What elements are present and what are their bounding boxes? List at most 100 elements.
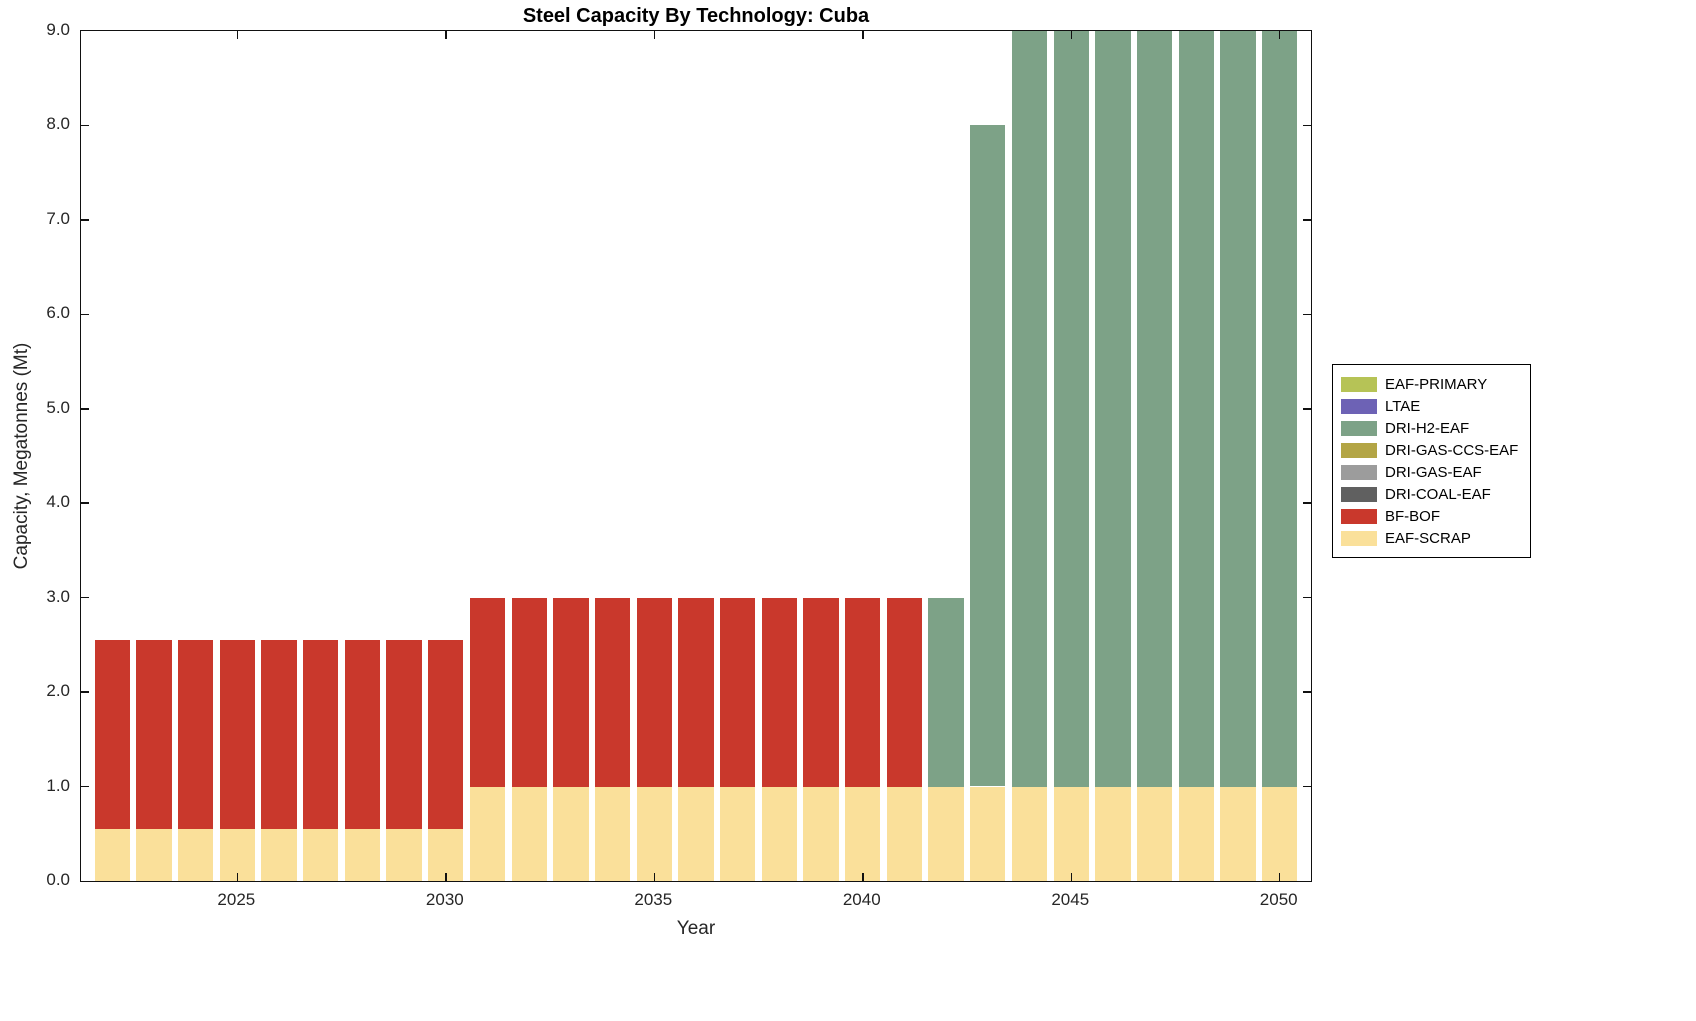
bar-segment-bf-bof-2029	[386, 640, 422, 830]
bar-segment-eaf-scrap-2036	[678, 786, 714, 881]
legend-entry-dri-coal-eaf: DRI-COAL-EAF	[1341, 483, 1518, 505]
tick-mark	[1303, 219, 1311, 221]
tick-mark	[1303, 313, 1311, 316]
tick-mark	[1303, 785, 1311, 788]
bar-segment-eaf-scrap-2042	[928, 786, 964, 881]
y-axis-label: Capacity, Megatonnes (Mt)	[11, 342, 32, 570]
bar-segment-bf-bof-2028	[344, 640, 381, 830]
bar-segment-eaf-scrap-2037	[720, 786, 756, 881]
bar-segment-eaf-scrap-2040	[845, 786, 881, 881]
tick-mark	[81, 313, 89, 316]
y-tick-label: 1.0	[46, 775, 70, 795]
bar-segment-bf-bof-2038	[761, 597, 798, 787]
legend-swatch-icon	[1341, 508, 1377, 524]
tick-mark	[81, 219, 89, 221]
x-tick-label: 2035	[634, 890, 673, 909]
bar-segment-eaf-scrap-2030	[428, 829, 464, 881]
tick-mark	[862, 31, 864, 39]
y-tick-label: 5.0	[46, 397, 70, 417]
bar-segment-bf-bof-2031	[469, 597, 506, 787]
tick-mark	[1303, 691, 1311, 693]
legend-swatch-icon	[1341, 442, 1377, 458]
chart-title: Steel Capacity By Technology: Cuba	[522, 5, 870, 27]
bar-segment-eaf-scrap-2041	[886, 786, 923, 881]
bar-segment-bf-bof-2034	[594, 597, 631, 787]
bar-segment-dri-h2-eaf-2044	[1011, 31, 1048, 787]
y-tick-label: 7.0	[46, 208, 70, 228]
x-tick-label: 2050	[1259, 890, 1298, 909]
bar-segment-eaf-scrap-2028	[344, 829, 381, 881]
x-tick-label: 2030	[425, 890, 464, 909]
legend-swatch-icon	[1341, 530, 1377, 546]
bar-segment-eaf-scrap-2029	[386, 829, 422, 881]
bar-segment-eaf-scrap-2032	[511, 786, 547, 881]
legend-entry-dri-h2-eaf: DRI-H2-EAF	[1341, 417, 1518, 439]
bar-segment-eaf-scrap-2026	[261, 829, 297, 881]
bar-segment-eaf-scrap-2050	[1262, 786, 1298, 881]
tick-mark	[445, 31, 447, 39]
x-tick-label: 2040	[842, 890, 881, 909]
legend-entry-dri-gas-eaf: DRI-GAS-EAF	[1341, 461, 1518, 483]
bar-segment-dri-h2-eaf-2043	[970, 125, 1006, 787]
bar-segment-eaf-scrap-2045	[1053, 786, 1089, 881]
x-tick-label: 2045	[1051, 890, 1090, 909]
legend-swatch-icon	[1341, 420, 1377, 436]
bar-segment-dri-h2-eaf-2047	[1136, 31, 1173, 787]
bar-segment-dri-h2-eaf-2045	[1053, 31, 1089, 787]
legend-label: EAF-SCRAP	[1385, 529, 1471, 547]
bar-segment-bf-bof-2039	[803, 597, 839, 787]
tick-mark	[1303, 502, 1311, 504]
legend-label: BF-BOF	[1385, 507, 1440, 525]
legend-entry-eaf-primary: EAF-PRIMARY	[1341, 373, 1518, 395]
tick-mark	[1303, 124, 1311, 127]
tick-mark	[653, 873, 656, 881]
x-tick-label: 2025	[217, 890, 256, 909]
tick-mark	[862, 873, 864, 881]
tick-mark	[1070, 31, 1072, 39]
bar-segment-bf-bof-2022	[94, 640, 130, 830]
tick-mark	[81, 785, 89, 788]
y-tick-label: 0.0	[46, 870, 70, 889]
bar-segment-eaf-scrap-2027	[303, 829, 339, 881]
bar-segment-eaf-scrap-2049	[1220, 786, 1256, 881]
bar-segment-bf-bof-2032	[511, 597, 547, 787]
tick-mark	[445, 873, 447, 881]
legend-label: DRI-H2-EAF	[1385, 419, 1470, 437]
y-tick-label: 2.0	[46, 681, 70, 701]
tick-mark	[81, 502, 89, 504]
y-tick-label: 8.0	[46, 114, 70, 134]
bar-segment-bf-bof-2030	[428, 640, 464, 830]
tick-mark	[81, 596, 89, 599]
tick-mark	[1278, 873, 1281, 881]
y-tick-label: 3.0	[46, 586, 70, 606]
y-tick-label: 9.0	[46, 20, 70, 39]
bar-segment-dri-h2-eaf-2046	[1095, 31, 1131, 787]
y-tick-label: 6.0	[46, 303, 70, 323]
bar-segment-dri-h2-eaf-2050	[1262, 31, 1298, 787]
bar-segment-bf-bof-2023	[136, 640, 172, 830]
legend-entry-ltae: LTAE	[1341, 395, 1518, 417]
legend-label: EAF-PRIMARY	[1385, 375, 1488, 393]
bar-segment-eaf-scrap-2044	[1011, 786, 1048, 881]
bar-segment-eaf-scrap-2048	[1178, 786, 1214, 881]
legend-label: DRI-COAL-EAF	[1385, 485, 1491, 503]
tick-mark	[1278, 31, 1281, 39]
bar-segment-bf-bof-2035	[636, 597, 672, 787]
legend-entry-bf-bof: BF-BOF	[1341, 505, 1518, 527]
bar-segment-eaf-scrap-2039	[803, 786, 839, 881]
bar-segment-bf-bof-2037	[720, 597, 756, 787]
legend-entry-dri-gas-ccs-eaf: DRI-GAS-CCS-EAF	[1341, 439, 1518, 461]
bar-segment-eaf-scrap-2047	[1136, 786, 1173, 881]
tick-mark	[81, 408, 89, 410]
tick-mark	[236, 31, 239, 39]
legend-label: DRI-GAS-CCS-EAF	[1385, 441, 1519, 459]
bar-segment-dri-h2-eaf-2048	[1178, 31, 1214, 787]
legend-swatch-icon	[1341, 376, 1377, 392]
bar-segment-eaf-scrap-2024	[177, 829, 214, 881]
bar-segment-bf-bof-2041	[886, 597, 923, 787]
legend-label: DRI-GAS-EAF	[1385, 463, 1482, 481]
bar-segment-dri-h2-eaf-2042	[928, 597, 964, 787]
x-axis-label: Year	[676, 918, 716, 939]
bar-segment-eaf-scrap-2023	[136, 829, 172, 881]
